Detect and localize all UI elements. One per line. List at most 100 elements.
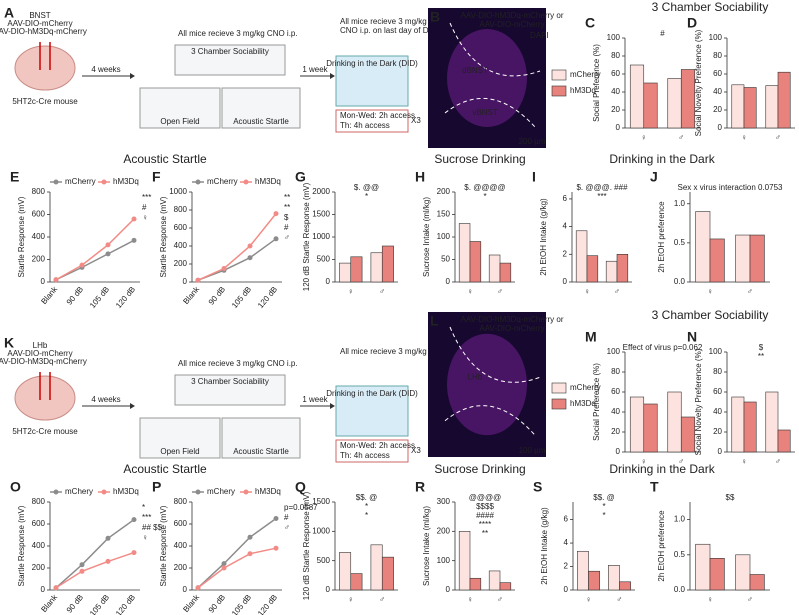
x-tick-label: Blank bbox=[39, 592, 59, 614]
legend-marker bbox=[243, 489, 249, 495]
stain-label: DAPI bbox=[530, 31, 549, 40]
y-tick-label: 50 bbox=[441, 255, 450, 264]
y-tick-label: 100 bbox=[607, 347, 621, 356]
point bbox=[221, 266, 227, 271]
bar bbox=[643, 82, 658, 129]
series-line bbox=[55, 239, 135, 281]
annotation: ♀ bbox=[142, 213, 148, 222]
series-line bbox=[197, 547, 277, 589]
section-title: Drinking in the Dark bbox=[609, 152, 715, 166]
x-tick-label: 105 dB bbox=[88, 593, 111, 615]
annotation: *** bbox=[142, 513, 151, 522]
y-axis-title: 2h EtOH Intake (g/kg) bbox=[539, 198, 548, 276]
series-line bbox=[55, 218, 135, 281]
point bbox=[131, 517, 137, 523]
point bbox=[53, 585, 59, 591]
annotation: ** bbox=[284, 193, 290, 202]
arrow-head bbox=[330, 73, 335, 79]
y-tick-label: 1000 bbox=[169, 187, 187, 196]
y-tick-label: 0 bbox=[564, 585, 569, 594]
bar bbox=[458, 531, 471, 591]
bar bbox=[577, 550, 589, 591]
y-tick-label: 60 bbox=[611, 387, 620, 396]
point bbox=[105, 558, 111, 564]
y-tick-label: 1000 bbox=[312, 526, 330, 535]
legend-marker bbox=[101, 489, 107, 495]
point bbox=[221, 561, 227, 567]
panel-label: T bbox=[650, 479, 659, 495]
y-tick-label: 500 bbox=[317, 556, 331, 565]
panel-label: H bbox=[415, 169, 425, 185]
x-tick-label: ♂ bbox=[497, 287, 503, 296]
point bbox=[247, 255, 253, 261]
x-tick-label: ♂ bbox=[678, 133, 684, 142]
point bbox=[247, 551, 253, 557]
y-axis-title: 2h EtOH preference bbox=[657, 201, 666, 273]
y-tick-label: 2 bbox=[563, 249, 568, 258]
bar bbox=[588, 570, 600, 591]
y-axis-title: Sucrose Intake (ml/kg) bbox=[422, 506, 431, 586]
region: BNST bbox=[29, 11, 50, 20]
y-tick-label: 800 bbox=[32, 187, 46, 196]
virus: AAV-DIO-mCherry bbox=[7, 349, 72, 358]
test-box bbox=[139, 87, 221, 129]
bar bbox=[667, 78, 682, 129]
y-tick-label: 100 bbox=[709, 33, 723, 42]
bar bbox=[735, 234, 751, 283]
y-tick-label: 0 bbox=[41, 277, 46, 286]
bar bbox=[765, 85, 779, 129]
did-cage bbox=[335, 55, 409, 107]
schedule: Mon-Wed: 2h access bbox=[340, 441, 415, 450]
did-note: All mice recieve 3 mg/kg bbox=[340, 17, 427, 26]
y-tick-label: 200 bbox=[174, 259, 188, 268]
annotation: $$. @ bbox=[356, 493, 377, 502]
legend-label: hM3Dq bbox=[255, 487, 281, 496]
bar bbox=[709, 238, 725, 283]
y-tick-label: 80 bbox=[713, 367, 722, 376]
region: LHb bbox=[33, 341, 48, 350]
annotation: ♂ bbox=[284, 523, 290, 532]
legend-label: hM3Dq bbox=[113, 177, 139, 186]
annotation: $. @@@@ bbox=[464, 183, 505, 192]
repeat: X3 bbox=[411, 116, 421, 125]
annotation: *** bbox=[142, 193, 151, 202]
bar bbox=[381, 556, 394, 591]
test: Acoustic Startle bbox=[233, 117, 289, 126]
wait: 4 weeks bbox=[91, 395, 120, 404]
x-tick-label: Blank bbox=[181, 592, 201, 614]
x-tick-label: ♂ bbox=[379, 595, 385, 604]
region-label: dBNST bbox=[462, 66, 488, 75]
section-title: Acoustic Startle bbox=[123, 462, 207, 476]
panel-label: Q bbox=[295, 479, 306, 495]
x-tick-label: ♀ bbox=[707, 595, 713, 604]
y-tick-label: 0.5 bbox=[674, 550, 686, 559]
series-line bbox=[197, 517, 277, 589]
mouse: 5HT2c-Cre mouse bbox=[12, 427, 78, 436]
panel-label: R bbox=[415, 479, 425, 495]
annotation: * bbox=[483, 192, 486, 201]
y-tick-label: 100 bbox=[709, 347, 723, 356]
y-tick-label: 0 bbox=[616, 123, 621, 132]
schedule: Th: 4h access bbox=[340, 121, 390, 130]
y-axis-title: 120 dB Startle Response (mV) bbox=[302, 182, 311, 291]
y-tick-label: 0.0 bbox=[674, 277, 686, 286]
y-axis-title: Sucrose Intake (ml/kg) bbox=[422, 197, 431, 277]
test-box bbox=[139, 417, 221, 459]
panel-label: C bbox=[585, 15, 595, 31]
test-box bbox=[221, 417, 301, 459]
stain-label: AAV-DIO-hM3Dq-mCherry or bbox=[461, 11, 564, 20]
brain bbox=[14, 375, 76, 421]
x-tick-label: 120 dB bbox=[114, 593, 137, 615]
bar bbox=[339, 262, 352, 283]
point bbox=[131, 550, 137, 556]
legend-label: mCherry bbox=[207, 177, 238, 186]
bar bbox=[709, 558, 725, 591]
y-tick-label: 2 bbox=[564, 562, 569, 571]
arrow-head bbox=[330, 403, 335, 409]
x-tick-label: 105 dB bbox=[230, 593, 253, 615]
y-tick-label: 1.0 bbox=[674, 515, 686, 524]
annotation: ♀ bbox=[142, 533, 148, 542]
test-box bbox=[221, 87, 301, 129]
y-tick-label: 4 bbox=[564, 538, 569, 547]
scale-bar: 100 µm bbox=[519, 446, 546, 455]
